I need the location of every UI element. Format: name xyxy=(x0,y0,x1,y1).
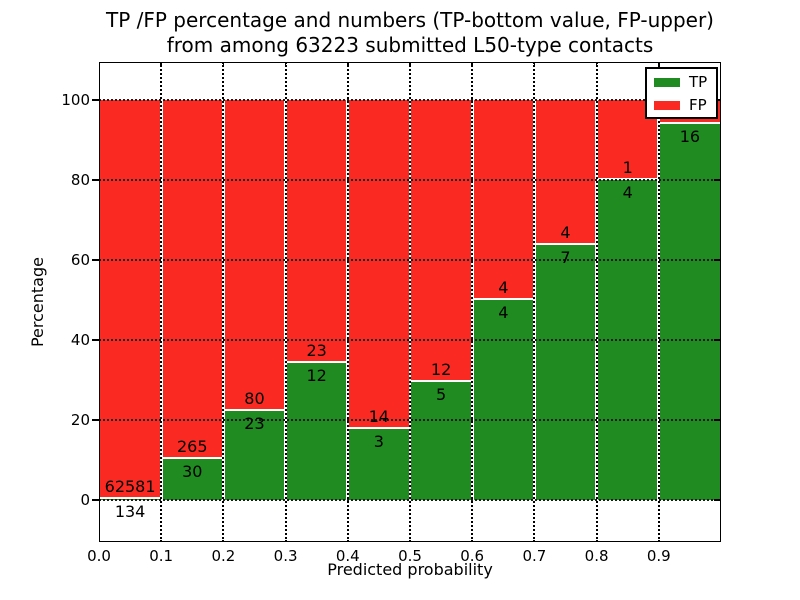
bar-tp-count-label: 4 xyxy=(622,183,633,202)
bar-fp-count-label: 23 xyxy=(306,340,327,360)
bar-fp-count-label: 265 xyxy=(177,437,208,457)
legend-item-label: TP xyxy=(689,73,708,91)
y-tick-label: 100 xyxy=(61,91,90,109)
bar-fp-segment xyxy=(473,100,534,300)
legend-item: TP xyxy=(647,72,716,92)
y-tick-label: 40 xyxy=(70,331,90,349)
bar-fp-segment xyxy=(162,100,223,460)
bar-tp-count-label: 5 xyxy=(436,385,447,405)
bar-tp-count-label: 12 xyxy=(306,365,327,385)
bar-fp-segment xyxy=(411,100,471,383)
x-tick-label: 0.9 xyxy=(646,547,671,565)
x-tick-label: 0.8 xyxy=(584,547,609,565)
bar-tp-segment xyxy=(286,362,347,500)
vertical-gridline xyxy=(533,62,536,542)
bar-fp-count-label: 1 xyxy=(622,158,633,177)
bar-fp-segment xyxy=(349,100,409,430)
x-tick-label: 0.5 xyxy=(398,547,422,565)
x-tick-mark-top xyxy=(657,62,660,67)
bar-tp-count-label: 30 xyxy=(182,462,203,482)
x-tick-mark-top xyxy=(222,62,225,67)
x-tick-mark-top xyxy=(160,62,163,67)
bar-fp-count-label: 14 xyxy=(368,407,390,427)
y-tick-label: 0 xyxy=(80,491,90,509)
bar-tp-segment xyxy=(349,429,409,500)
y-tick-mark xyxy=(92,99,99,101)
chart-title-line1: TP /FP percentage and numbers (TP-bottom… xyxy=(106,8,714,32)
bar-fp-count-label: 80 xyxy=(244,388,265,408)
y-tick-mark xyxy=(92,499,99,501)
bar-fp-segment xyxy=(286,100,347,363)
x-tick-label: 0.0 xyxy=(87,547,111,565)
y-tick-mark xyxy=(92,259,99,261)
bar-tp-count-label: 7 xyxy=(560,248,571,268)
horizontal-gridline xyxy=(99,99,721,101)
horizontal-gridline xyxy=(99,499,721,501)
bar-tp-segment xyxy=(535,245,596,500)
x-tick-label: 0.7 xyxy=(522,547,547,565)
vertical-gridline xyxy=(160,62,163,542)
y-tick-mark-right xyxy=(714,259,720,261)
x-tick-mark-top xyxy=(284,62,287,67)
bar-fp-segment xyxy=(100,100,160,500)
bar-tp-count-label: 3 xyxy=(373,432,384,452)
x-tick-label: 0.4 xyxy=(335,547,360,565)
vertical-gridline xyxy=(346,62,349,542)
bar-fp-count-label: 4 xyxy=(498,278,509,297)
horizontal-gridline xyxy=(99,179,721,181)
legend-item: FP xyxy=(647,95,716,115)
x-axis-label: Predicted probability xyxy=(327,560,493,579)
bar-fp-count-label: 12 xyxy=(430,360,452,380)
bar-fp-count-label: 62581 xyxy=(104,477,156,497)
x-tick-label: 0.6 xyxy=(460,547,485,565)
y-tick-label: 20 xyxy=(70,411,90,429)
x-tick-mark-top xyxy=(533,62,536,67)
y-tick-mark-right xyxy=(714,179,720,181)
x-tick-label: 0.3 xyxy=(273,547,298,565)
horizontal-gridline xyxy=(99,419,721,421)
bar-tp-count-label: 134 xyxy=(114,502,146,522)
bar-tp-count-label: 16 xyxy=(679,126,701,146)
x-tick-mark-top xyxy=(409,62,411,67)
legend-item-label: FP xyxy=(689,96,707,114)
bar-tp-segment xyxy=(660,123,720,500)
bar-tp-count-label: 23 xyxy=(244,413,265,433)
bar-tp-segment xyxy=(411,382,471,500)
x-tick-mark-top xyxy=(471,62,474,67)
y-tick-mark-right xyxy=(714,339,720,341)
vertical-gridline xyxy=(284,62,287,542)
bar-tp-segment xyxy=(162,459,223,500)
bar-fp-count-label: 4 xyxy=(560,223,571,243)
legend: TP FP xyxy=(645,67,718,119)
x-tick-label: 0.2 xyxy=(211,547,236,565)
bar-tp-count-label: 4 xyxy=(498,303,509,322)
bar-tp-segment xyxy=(473,300,534,500)
x-tick-mark-top xyxy=(595,62,598,67)
y-tick-label: 80 xyxy=(70,171,90,189)
vertical-gridline xyxy=(471,62,474,542)
y-tick-label: 60 xyxy=(70,251,90,269)
y-tick-mark xyxy=(92,179,99,181)
chart-title: TP /FP percentage and numbers (TP-bottom… xyxy=(99,8,721,58)
vertical-gridline xyxy=(657,62,660,542)
y-tick-mark-right xyxy=(714,499,720,501)
horizontal-gridline xyxy=(99,339,721,341)
y-tick-mark-right xyxy=(714,419,720,421)
bar-tp-segment xyxy=(224,410,285,500)
horizontal-gridline xyxy=(99,259,721,261)
x-tick-label: 0.1 xyxy=(149,547,174,565)
vertical-gridline xyxy=(409,62,411,542)
fp-legend-swatch xyxy=(654,100,680,110)
bar-fp-segment xyxy=(535,100,596,246)
x-tick-mark-top xyxy=(346,62,349,67)
y-tick-mark xyxy=(92,339,99,341)
bar-fp-segment xyxy=(224,100,285,411)
tp-legend-swatch xyxy=(654,77,680,87)
vertical-gridline xyxy=(222,62,225,542)
vertical-gridline xyxy=(595,62,598,542)
chart-title-line2: from among 63223 submitted L50-type cont… xyxy=(166,33,654,57)
y-tick-mark xyxy=(92,419,99,421)
